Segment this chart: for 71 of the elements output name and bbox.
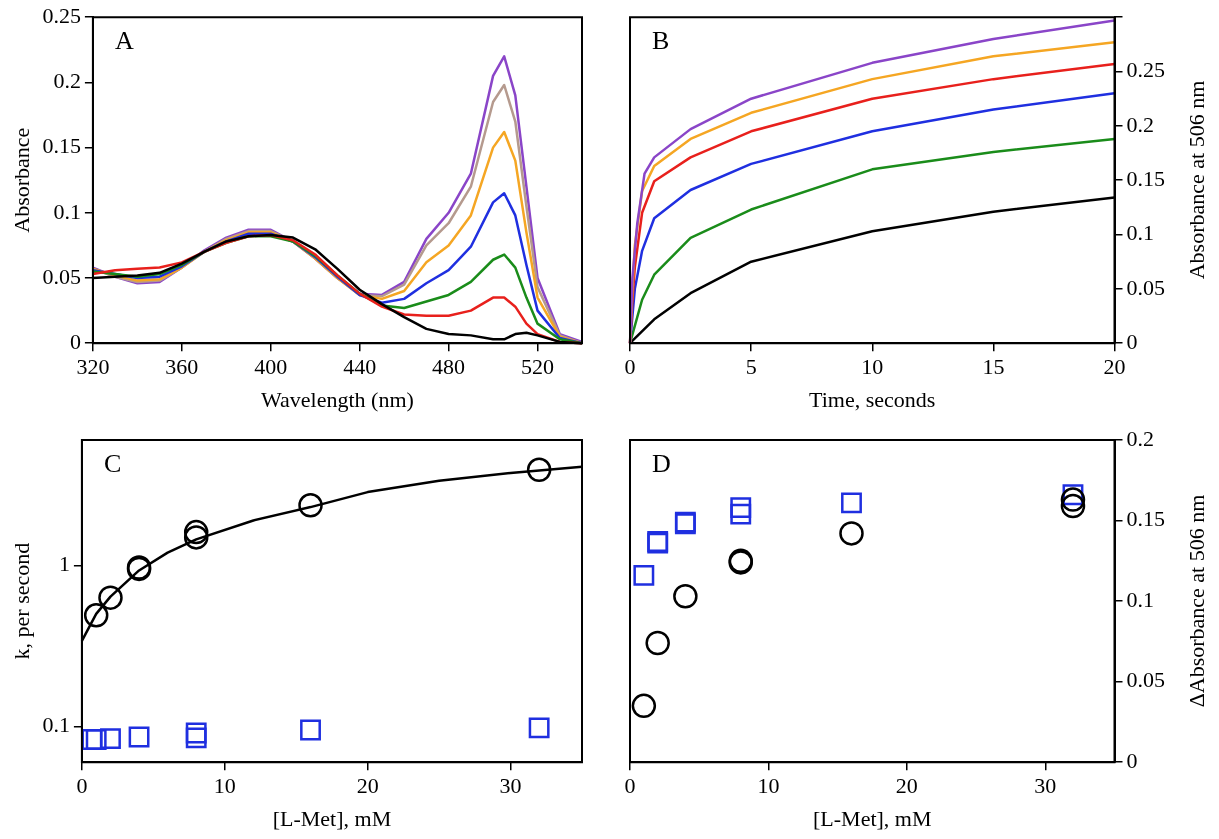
point	[185, 727, 207, 749]
point	[631, 693, 657, 719]
x-tick-label: 5	[745, 354, 757, 380]
y-axis-title: Absorbance	[8, 127, 34, 233]
point	[183, 525, 209, 550]
x-tick-label: 20	[1103, 354, 1126, 380]
x-axis-title: [L-Met], mM	[812, 805, 932, 831]
y-tick-label: 0	[69, 328, 81, 354]
point	[128, 726, 150, 748]
point	[528, 717, 550, 739]
point	[100, 728, 121, 750]
point	[730, 503, 752, 525]
point	[645, 630, 670, 656]
y-tick-label: 0.15	[42, 133, 81, 159]
point	[98, 585, 123, 610]
annotation: D	[652, 448, 671, 478]
x-tick-label: 10	[757, 773, 780, 799]
point	[839, 521, 864, 546]
y2-tick-label: 0.1	[1126, 220, 1154, 246]
point	[841, 492, 862, 514]
x-tick-label: 400	[254, 354, 288, 380]
point	[1060, 487, 1086, 512]
y-axis-title: k, per second	[8, 542, 34, 660]
y-tick-label: 0.1	[53, 198, 81, 224]
point	[633, 564, 655, 586]
y2-axis-title: Absorbance at 506 nm	[1184, 80, 1210, 280]
x-tick-label: 440	[343, 354, 377, 380]
point	[83, 603, 109, 628]
x-tick-label: 20	[895, 773, 918, 799]
y-tick-label: 1	[58, 551, 70, 577]
x-tick-label: 360	[165, 354, 199, 380]
annotation: C	[103, 448, 122, 478]
x-tick-label: 20	[356, 773, 379, 799]
y2-tick-label: 0.2	[1126, 111, 1154, 137]
point	[185, 722, 207, 744]
y2-tick-label: 0.25	[1126, 57, 1165, 83]
x-tick-label: 10	[213, 773, 236, 799]
x-axis-title: Wavelength (nm)	[261, 386, 414, 412]
y2-tick-label: 0.2	[1126, 425, 1154, 451]
x-tick-label: 0	[624, 773, 636, 799]
point	[730, 497, 752, 519]
point	[673, 584, 698, 609]
annotation: A	[114, 26, 134, 56]
y-tick-label: 0.05	[42, 263, 81, 289]
y-tick-label: 0.2	[53, 68, 81, 94]
y-tick-label: 0.1	[42, 712, 70, 738]
point	[526, 457, 552, 483]
x-tick-label: 30	[499, 773, 522, 799]
annotation: B	[652, 26, 670, 56]
x-tick-label: 10	[861, 354, 884, 380]
x-tick-label: 30	[1034, 773, 1057, 799]
x-axis-title: [L-Met], mM	[272, 805, 392, 831]
x-tick-label: 520	[521, 354, 555, 380]
x-tick-label: 320	[76, 354, 110, 380]
y-tick-label: 0.25	[42, 2, 81, 28]
y2-tick-label: 0.05	[1126, 274, 1165, 300]
y2-tick-label: 0	[1126, 747, 1138, 773]
y2-tick-label: 0.1	[1126, 586, 1154, 612]
point	[300, 719, 321, 741]
point	[298, 493, 323, 518]
x-tick-label: 15	[982, 354, 1005, 380]
y2-tick-label: 0	[1126, 328, 1138, 354]
point	[1060, 493, 1086, 519]
y2-tick-label: 0.15	[1126, 506, 1165, 532]
x-tick-label: 480	[432, 354, 466, 380]
y2-tick-label: 0.05	[1126, 667, 1165, 693]
y2-axis-title: ΔAbsorbance at 506 nm	[1184, 494, 1210, 708]
x-tick-label: 0	[624, 354, 636, 380]
point	[183, 519, 209, 545]
y2-tick-label: 0.15	[1126, 165, 1165, 191]
x-axis-title: Time, seconds	[809, 386, 936, 412]
